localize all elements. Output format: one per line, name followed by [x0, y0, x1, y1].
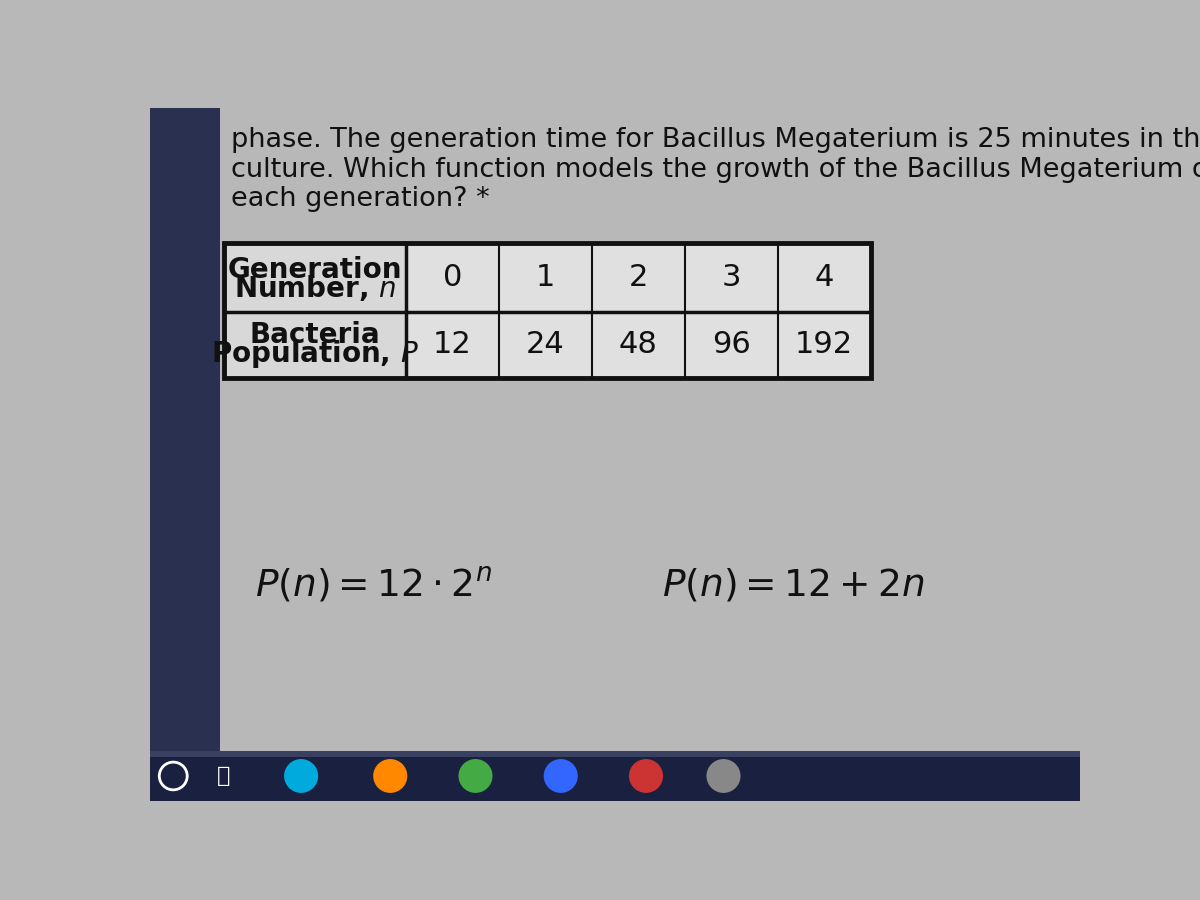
Text: Population, $P$: Population, $P$	[211, 338, 419, 370]
Text: Generation: Generation	[228, 256, 402, 284]
Circle shape	[284, 759, 318, 793]
Circle shape	[373, 759, 407, 793]
Bar	[223, 243, 871, 377]
Text: Bacteria: Bacteria	[250, 320, 380, 349]
Bar	[150, 751, 1080, 801]
Circle shape	[629, 759, 664, 793]
Bar	[150, 108, 220, 751]
Text: 48: 48	[619, 330, 658, 359]
Text: 0: 0	[443, 263, 462, 292]
Circle shape	[458, 759, 492, 793]
Circle shape	[707, 759, 740, 793]
Text: $P(n) = 12 + 2n$: $P(n) = 12 + 2n$	[661, 567, 924, 604]
Text: 3: 3	[721, 263, 742, 292]
Bar	[223, 243, 406, 377]
Bar	[150, 751, 1080, 757]
Circle shape	[544, 759, 578, 793]
Text: Number, $n$: Number, $n$	[234, 274, 396, 303]
Text: 24: 24	[526, 330, 565, 359]
Text: 96: 96	[712, 330, 751, 359]
Text: phase. The generation time for Bacillus Megaterium is 25 minutes in this: phase. The generation time for Bacillus …	[232, 127, 1200, 153]
Text: culture. Which function models the growth of the Bacillus Megaterium over: culture. Which function models the growt…	[232, 157, 1200, 183]
Text: each generation? *: each generation? *	[232, 185, 490, 211]
Text: 192: 192	[796, 330, 853, 359]
Text: 12: 12	[433, 330, 472, 359]
Bar	[223, 243, 871, 377]
Text: 2: 2	[629, 263, 648, 292]
Text: 王: 王	[217, 766, 230, 786]
Text: 4: 4	[815, 263, 834, 292]
Text: $P(n) = 12 \cdot 2^n$: $P(n) = 12 \cdot 2^n$	[254, 566, 492, 605]
Text: 1: 1	[535, 263, 554, 292]
